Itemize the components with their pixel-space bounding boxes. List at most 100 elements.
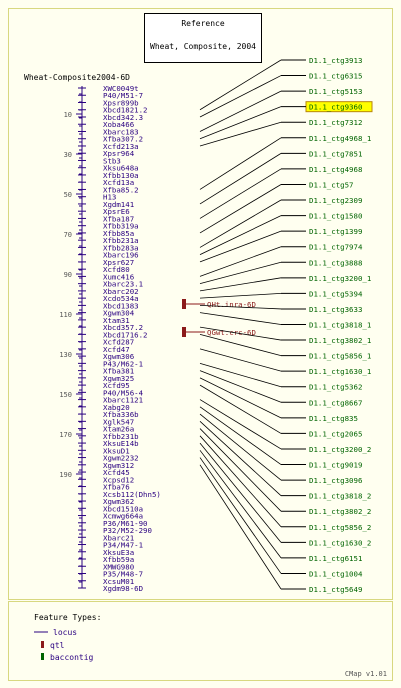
locus-label[interactable]: Xgdm98-6D [103,584,143,593]
locus-label[interactable]: Xglk547 [103,417,134,426]
locus-label[interactable]: Xcfd80 [103,265,130,274]
locus-label[interactable]: Xfba76 [103,483,130,492]
locus-label[interactable]: Xbarc196 [103,251,139,260]
contig-label[interactable]: D1.1_ctg2309 [309,196,362,205]
locus-label[interactable]: Xbcd1716.2 [103,330,148,339]
contig-label[interactable]: D1.1_ctg9019 [309,461,362,470]
locus-label[interactable]: Xpsr627 [103,258,134,267]
contig-label[interactable]: D1.1_ctg5856_1 [309,352,371,361]
qtl-bar[interactable] [182,327,186,337]
contig-label[interactable]: D1.1_ctg3633 [309,305,362,314]
contig-label[interactable]: D1.1_ctg1580 [309,212,362,221]
locus-label[interactable]: Xtam26a [103,425,134,434]
locus-label[interactable]: Xcfd47 [103,345,130,354]
contig-label[interactable]: D1.1_ctg7974 [309,243,363,252]
locus-label[interactable]: Xcdo534a [103,294,139,303]
locus-label[interactable]: Xbarc1121 [103,396,143,405]
locus-label[interactable]: P34/M47-1 [103,541,143,550]
contig-label[interactable]: D1.1_ctg57 [309,180,354,189]
locus-label[interactable]: XWC0049t [103,84,139,93]
contig-label[interactable]: D1.1_ctg7312 [309,118,362,127]
locus-label[interactable]: P36/M61-90 [103,519,148,528]
locus-label[interactable]: Xfbb85a [103,229,134,238]
locus-label[interactable]: Xcfd95 [103,381,130,390]
contig-label[interactable]: D1.1_ctg6315 [309,72,362,81]
locus-label[interactable]: Xbarc23.1 [103,280,143,289]
locus-label[interactable]: Xabg20 [103,403,130,412]
qtl-label[interactable]: QHt.inra-6D [207,300,256,309]
map-title[interactable]: Wheat-Composite2004-6D [24,73,130,82]
locus-label[interactable]: Xfba187 [103,214,134,223]
locus-label[interactable]: Xbcd1383 [103,301,139,310]
locus-label[interactable]: Xksu648a [103,164,139,173]
contig-label[interactable]: D1.1_ctg7851 [309,149,362,158]
locus-label[interactable]: Xfbb319a [103,222,139,231]
locus-label[interactable]: Xpsr899b [103,98,139,107]
locus-label[interactable]: Xgwm362 [103,497,134,506]
contig-label[interactable]: D1.1_ctg1630_2 [309,538,371,547]
locus-label[interactable]: Xgwm304 [103,309,135,318]
locus-label[interactable]: XMWG980 [103,562,134,571]
contig-label[interactable]: D1.1_ctg5362 [309,383,362,392]
locus-label[interactable]: Xbarc183 [103,127,139,136]
locus-label[interactable]: XcsuM01 [103,577,134,586]
contig-label[interactable]: D1.1_ctg5649 [309,585,362,594]
locus-label[interactable]: Xfba307.2 [103,135,143,144]
locus-label[interactable]: Xfbb231b [103,432,139,441]
locus-label[interactable]: H13 [103,193,116,202]
locus-label[interactable]: Xcfd213a [103,142,139,151]
locus-label[interactable]: Xfba85.2 [103,185,139,194]
locus-label[interactable]: Xcfd45 [103,468,130,477]
locus-label[interactable]: XksuD1 [103,446,130,455]
locus-label[interactable]: Xgwm325 [103,374,134,383]
contig-label[interactable]: D1.1_ctg8667 [309,398,362,407]
locus-label[interactable]: Xcsb112(Dhn5) [103,490,161,499]
locus-label[interactable]: Xcfd13a [103,178,134,187]
contig-label[interactable]: D1.1_ctg4968_1 [309,134,371,143]
locus-label[interactable]: Xgdm141 [103,200,134,209]
locus-label[interactable]: Xcfd287 [103,338,134,347]
locus-label[interactable]: XksuE14b [103,439,139,448]
locus-label[interactable]: Xgwm306 [103,352,134,361]
locus-label[interactable]: Xfbb283a [103,243,139,252]
contig-label[interactable]: D1.1_ctg3818_1 [309,321,371,330]
locus-label[interactable]: Xfbb231a [103,236,139,245]
locus-label[interactable]: Xbarc202 [103,287,139,296]
locus-label[interactable]: Xumc416 [103,272,134,281]
contig-label[interactable]: D1.1_ctg3913 [309,56,362,65]
contig-label[interactable]: D1.1_ctg1004 [309,569,363,578]
locus-label[interactable]: Xcmwg664a [103,512,143,521]
locus-label[interactable]: Xfbb130a [103,171,139,180]
contig-label[interactable]: D1.1_ctg5394 [309,289,363,298]
qtl-bar[interactable] [182,299,186,309]
contig-label[interactable]: D1.1_ctg6151 [309,554,362,563]
locus-label[interactable]: Xoba466 [103,120,134,129]
locus-label[interactable]: Stb3 [103,156,121,165]
contig-label[interactable]: D1.1_ctg3888 [309,258,362,267]
locus-label[interactable]: Xbarc21 [103,533,134,542]
contig-label[interactable]: D1.1_ctg3200_2 [309,445,371,454]
locus-label[interactable]: XksuE3a [103,548,134,557]
locus-label[interactable]: Xgwm312 [103,461,134,470]
contig-label[interactable]: D1.1_ctg9360 [309,103,362,112]
locus-label[interactable]: Xtam31 [103,316,130,325]
reference-box[interactable]: Reference Wheat, Composite, 2004 [144,13,262,63]
locus-label[interactable]: P40/M51-7 [103,91,143,100]
locus-label[interactable]: Xfbb59a [103,555,134,564]
contig-label[interactable]: D1.1_ctg1399 [309,227,362,236]
locus-label[interactable]: Xfba381 [103,367,134,376]
locus-label[interactable]: P40/M56-4 [103,388,144,397]
contig-label[interactable]: D1.1_ctg1630_1 [309,367,371,376]
contig-label[interactable]: D1.1_ctg5153 [309,87,362,96]
locus-label[interactable]: Xbcd1821.2 [103,106,148,115]
locus-label[interactable]: Xfba336b [103,410,139,419]
contig-label[interactable]: D1.1_ctg835 [309,414,358,423]
locus-label[interactable]: Xbcd1510a [103,504,143,513]
contig-label[interactable]: D1.1_ctg3818_2 [309,492,371,501]
contig-label[interactable]: D1.1_ctg3802_2 [309,507,371,516]
contig-label[interactable]: D1.1_ctg5856_2 [309,523,371,532]
locus-label[interactable]: Xbcd342.3 [103,113,143,122]
locus-label[interactable]: Xpsr964 [103,149,135,158]
locus-label[interactable]: XpsrE6 [103,207,130,216]
contig-label[interactable]: D1.1_ctg3802_1 [309,336,371,345]
